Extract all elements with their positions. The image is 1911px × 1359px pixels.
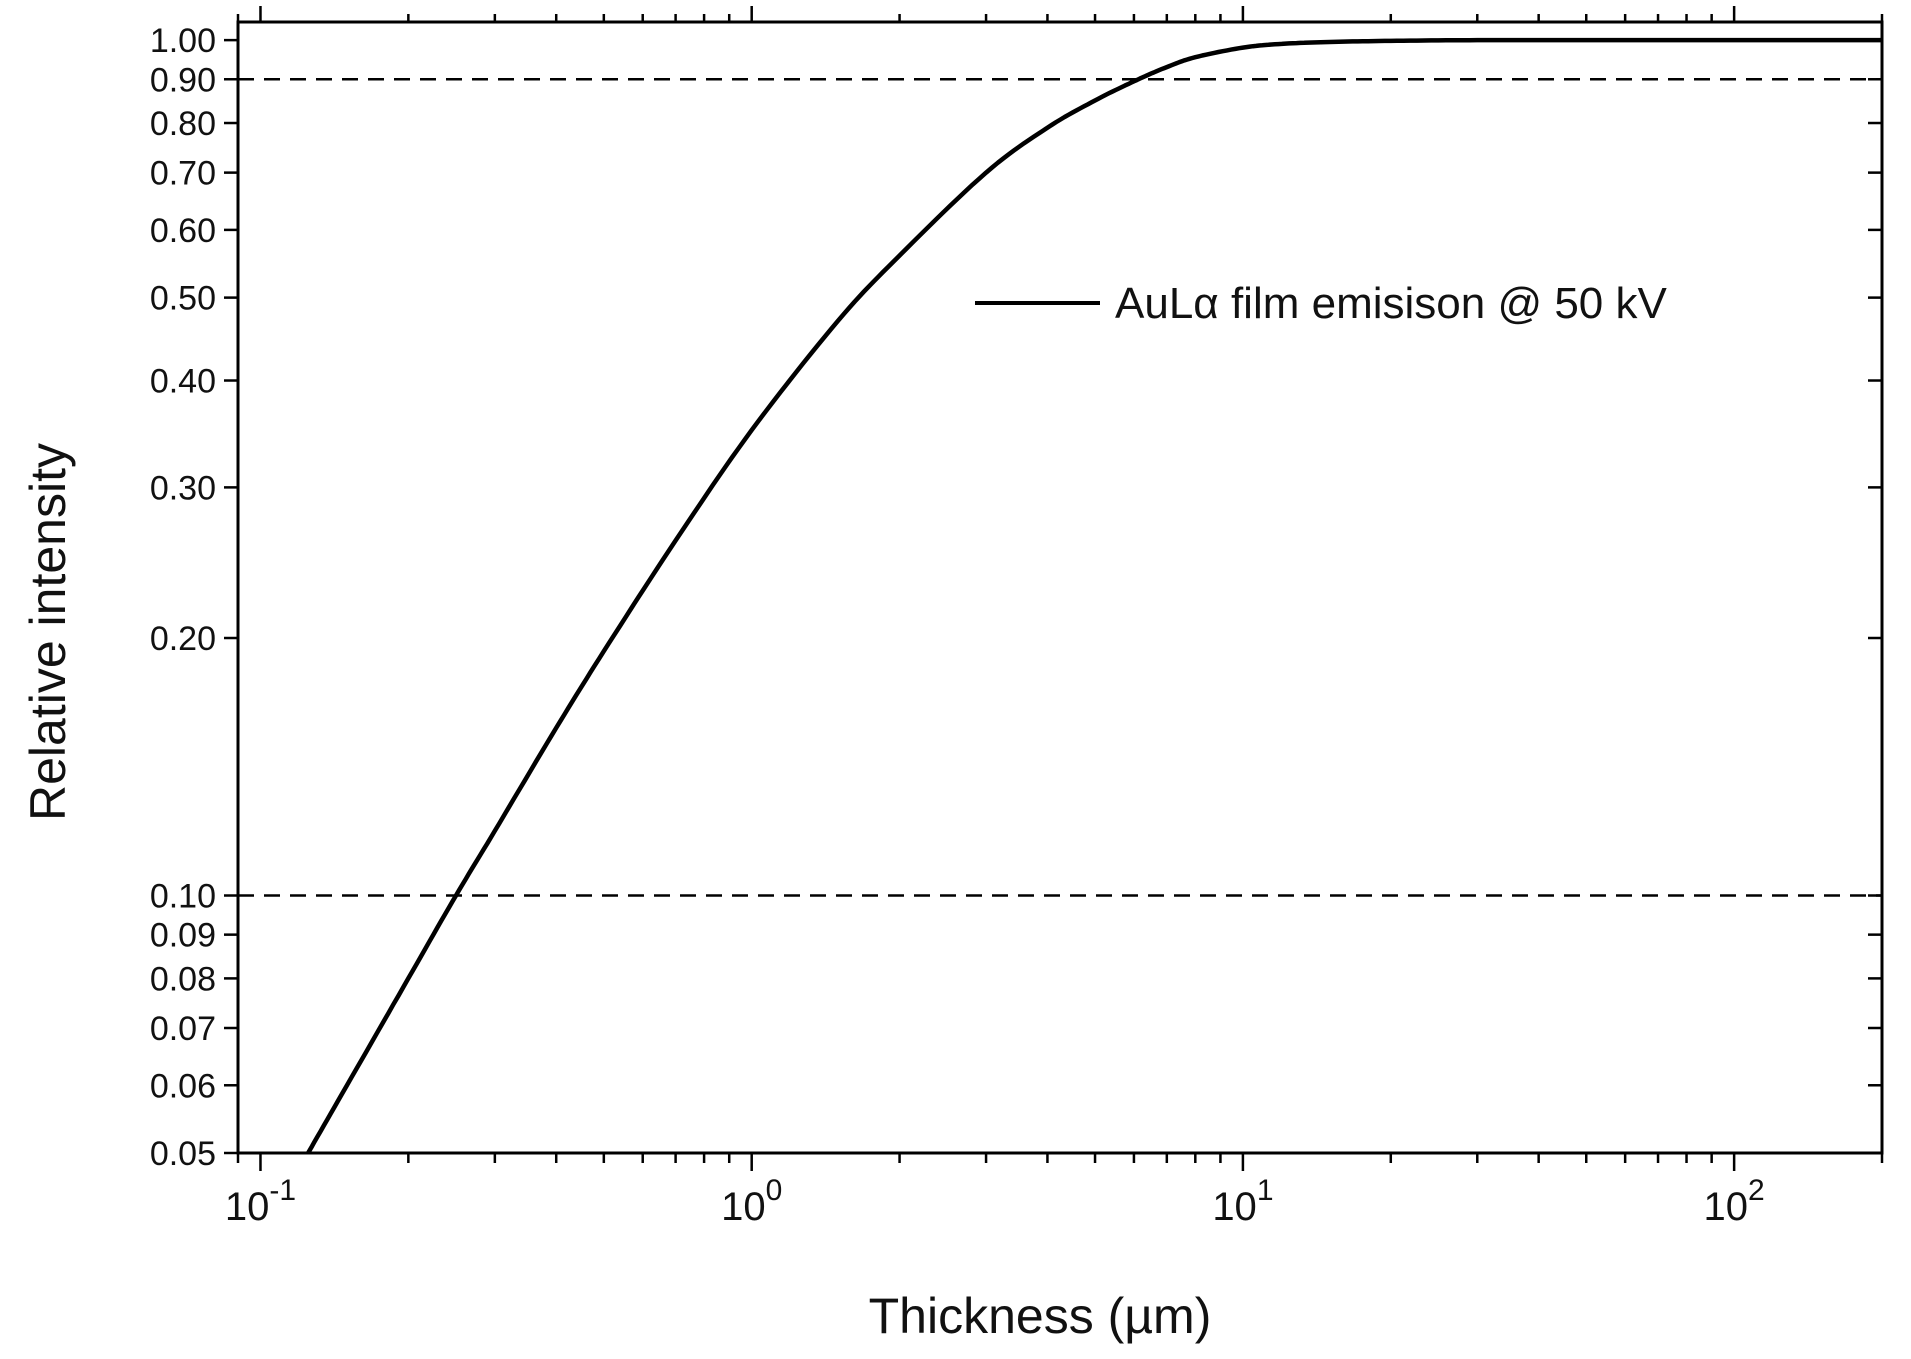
y-tick-label: 0.50	[150, 280, 216, 318]
x-tick-label: 100	[721, 1174, 782, 1229]
y-tick-label: 0.60	[150, 212, 216, 250]
y-tick-label: 0.80	[150, 105, 216, 143]
x-tick-label: 102	[1704, 1174, 1765, 1229]
plot-frame	[236, 20, 1884, 1155]
legend: AuLα film emisison @ 50 kV	[975, 279, 1668, 328]
x-tick-label: 101	[1212, 1174, 1273, 1229]
y-tick-label: 0.40	[150, 363, 216, 401]
ticks	[224, 6, 1884, 1171]
y-tick-label: 0.06	[150, 1067, 216, 1105]
x-tick-label: 10-1	[225, 1174, 296, 1229]
axes	[236, 20, 1884, 1155]
x-axis-title: Thickness (µm)	[869, 1288, 1212, 1344]
y-axis-title: Relative intensity	[20, 443, 76, 821]
y-tick-label: 0.20	[150, 620, 216, 658]
y-tick-label: 1.00	[150, 22, 216, 60]
y-tick-label: 0.70	[150, 155, 216, 193]
y-tick-label: 0.05	[150, 1135, 216, 1173]
y-tick-label: 0.90	[150, 61, 216, 99]
series-layer	[306, 37, 1882, 1155]
y-tick-label: 0.10	[150, 878, 216, 916]
y-tick-label: 0.07	[150, 1010, 216, 1048]
legend-label: AuLα film emisison @ 50 kV	[1115, 279, 1668, 328]
series-line-0	[306, 37, 1882, 1155]
y-tick-label: 0.09	[150, 917, 216, 955]
tick-labels: 0.05 0.06 0.07 0.08 0.090.10 0.20 0.30 0.40 0.50…	[150, 22, 1765, 1229]
reference-lines	[238, 78, 1882, 897]
y-tick-label: 0.30	[150, 469, 216, 507]
y-tick-label: 0.08	[150, 960, 216, 998]
